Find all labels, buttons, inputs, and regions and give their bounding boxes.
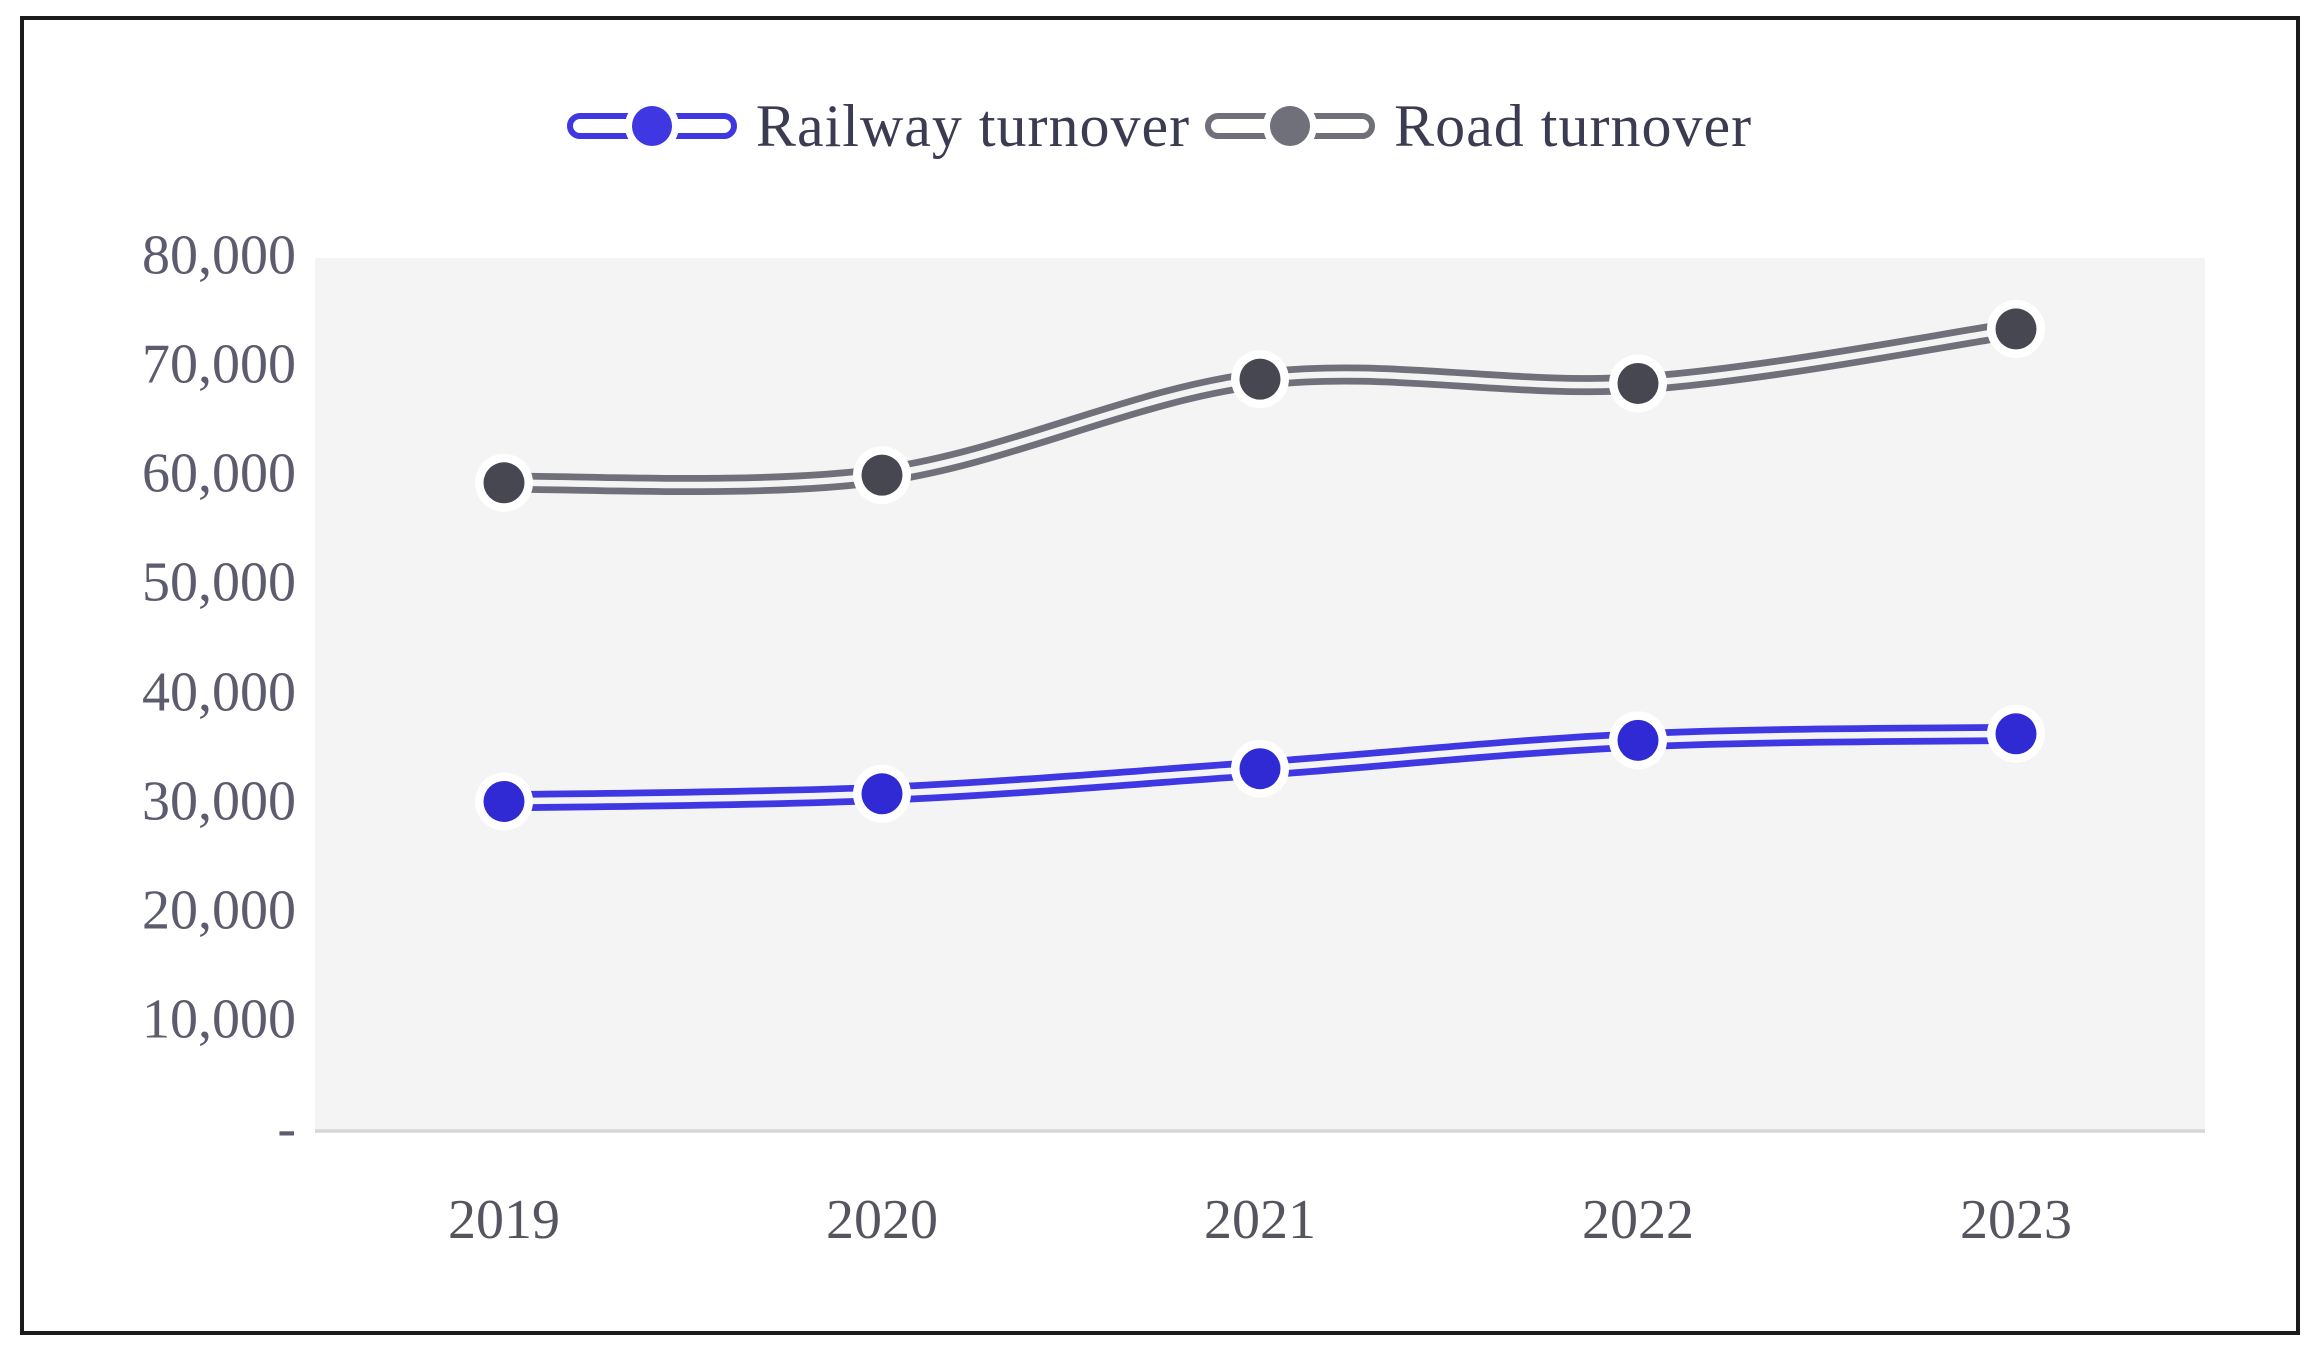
- y-axis-label-40000: 40,000: [142, 660, 296, 723]
- data-point-road-turnover-2019[interactable]: [483, 462, 525, 504]
- y-axis-label-50000: 50,000: [142, 551, 296, 614]
- x-axis-label-2023: 2023: [1960, 1189, 2072, 1251]
- data-point-railway-turnover-2019[interactable]: [483, 780, 525, 822]
- y-axis-label-30000: 30,000: [142, 770, 296, 833]
- y-axis-label-20000: 20,000: [142, 879, 296, 942]
- data-point-railway-turnover-2020[interactable]: [861, 773, 903, 815]
- y-axis-label-10000: 10,000: [142, 988, 296, 1051]
- x-axis-label-2020: 2020: [826, 1189, 938, 1251]
- data-point-railway-turnover-2021[interactable]: [1239, 748, 1281, 790]
- y-axis-label-0: -: [277, 1097, 296, 1160]
- data-point-railway-turnover-2023[interactable]: [1995, 713, 2037, 755]
- y-axis-label-70000: 70,000: [142, 333, 296, 396]
- road-series-marker-icon: [1205, 99, 1376, 153]
- data-point-railway-turnover-2022[interactable]: [1617, 719, 1659, 761]
- data-point-road-turnover-2023[interactable]: [1995, 308, 2037, 350]
- railway-series-marker-icon: [566, 99, 737, 153]
- legend-item-railway-turnover[interactable]: Railway turnover: [566, 92, 1190, 161]
- data-point-road-turnover-2021[interactable]: [1239, 358, 1281, 400]
- data-point-road-turnover-2022[interactable]: [1617, 362, 1659, 404]
- legend-item-road-turnover[interactable]: Road turnover: [1204, 92, 1752, 161]
- y-axis-label-80000: 80,000: [142, 224, 296, 287]
- x-axis-label-2019: 2019: [448, 1189, 560, 1251]
- y-axis-label-60000: 60,000: [142, 442, 296, 505]
- x-axis-label-2022: 2022: [1582, 1189, 1694, 1251]
- legend-label-road: Road turnover: [1394, 92, 1753, 159]
- legend: Railway turnover Road turnover: [0, 88, 2318, 164]
- legend-label-railway: Railway turnover: [755, 92, 1191, 159]
- x-axis-label-2021: 2021: [1204, 1189, 1316, 1251]
- data-point-road-turnover-2020[interactable]: [861, 454, 903, 496]
